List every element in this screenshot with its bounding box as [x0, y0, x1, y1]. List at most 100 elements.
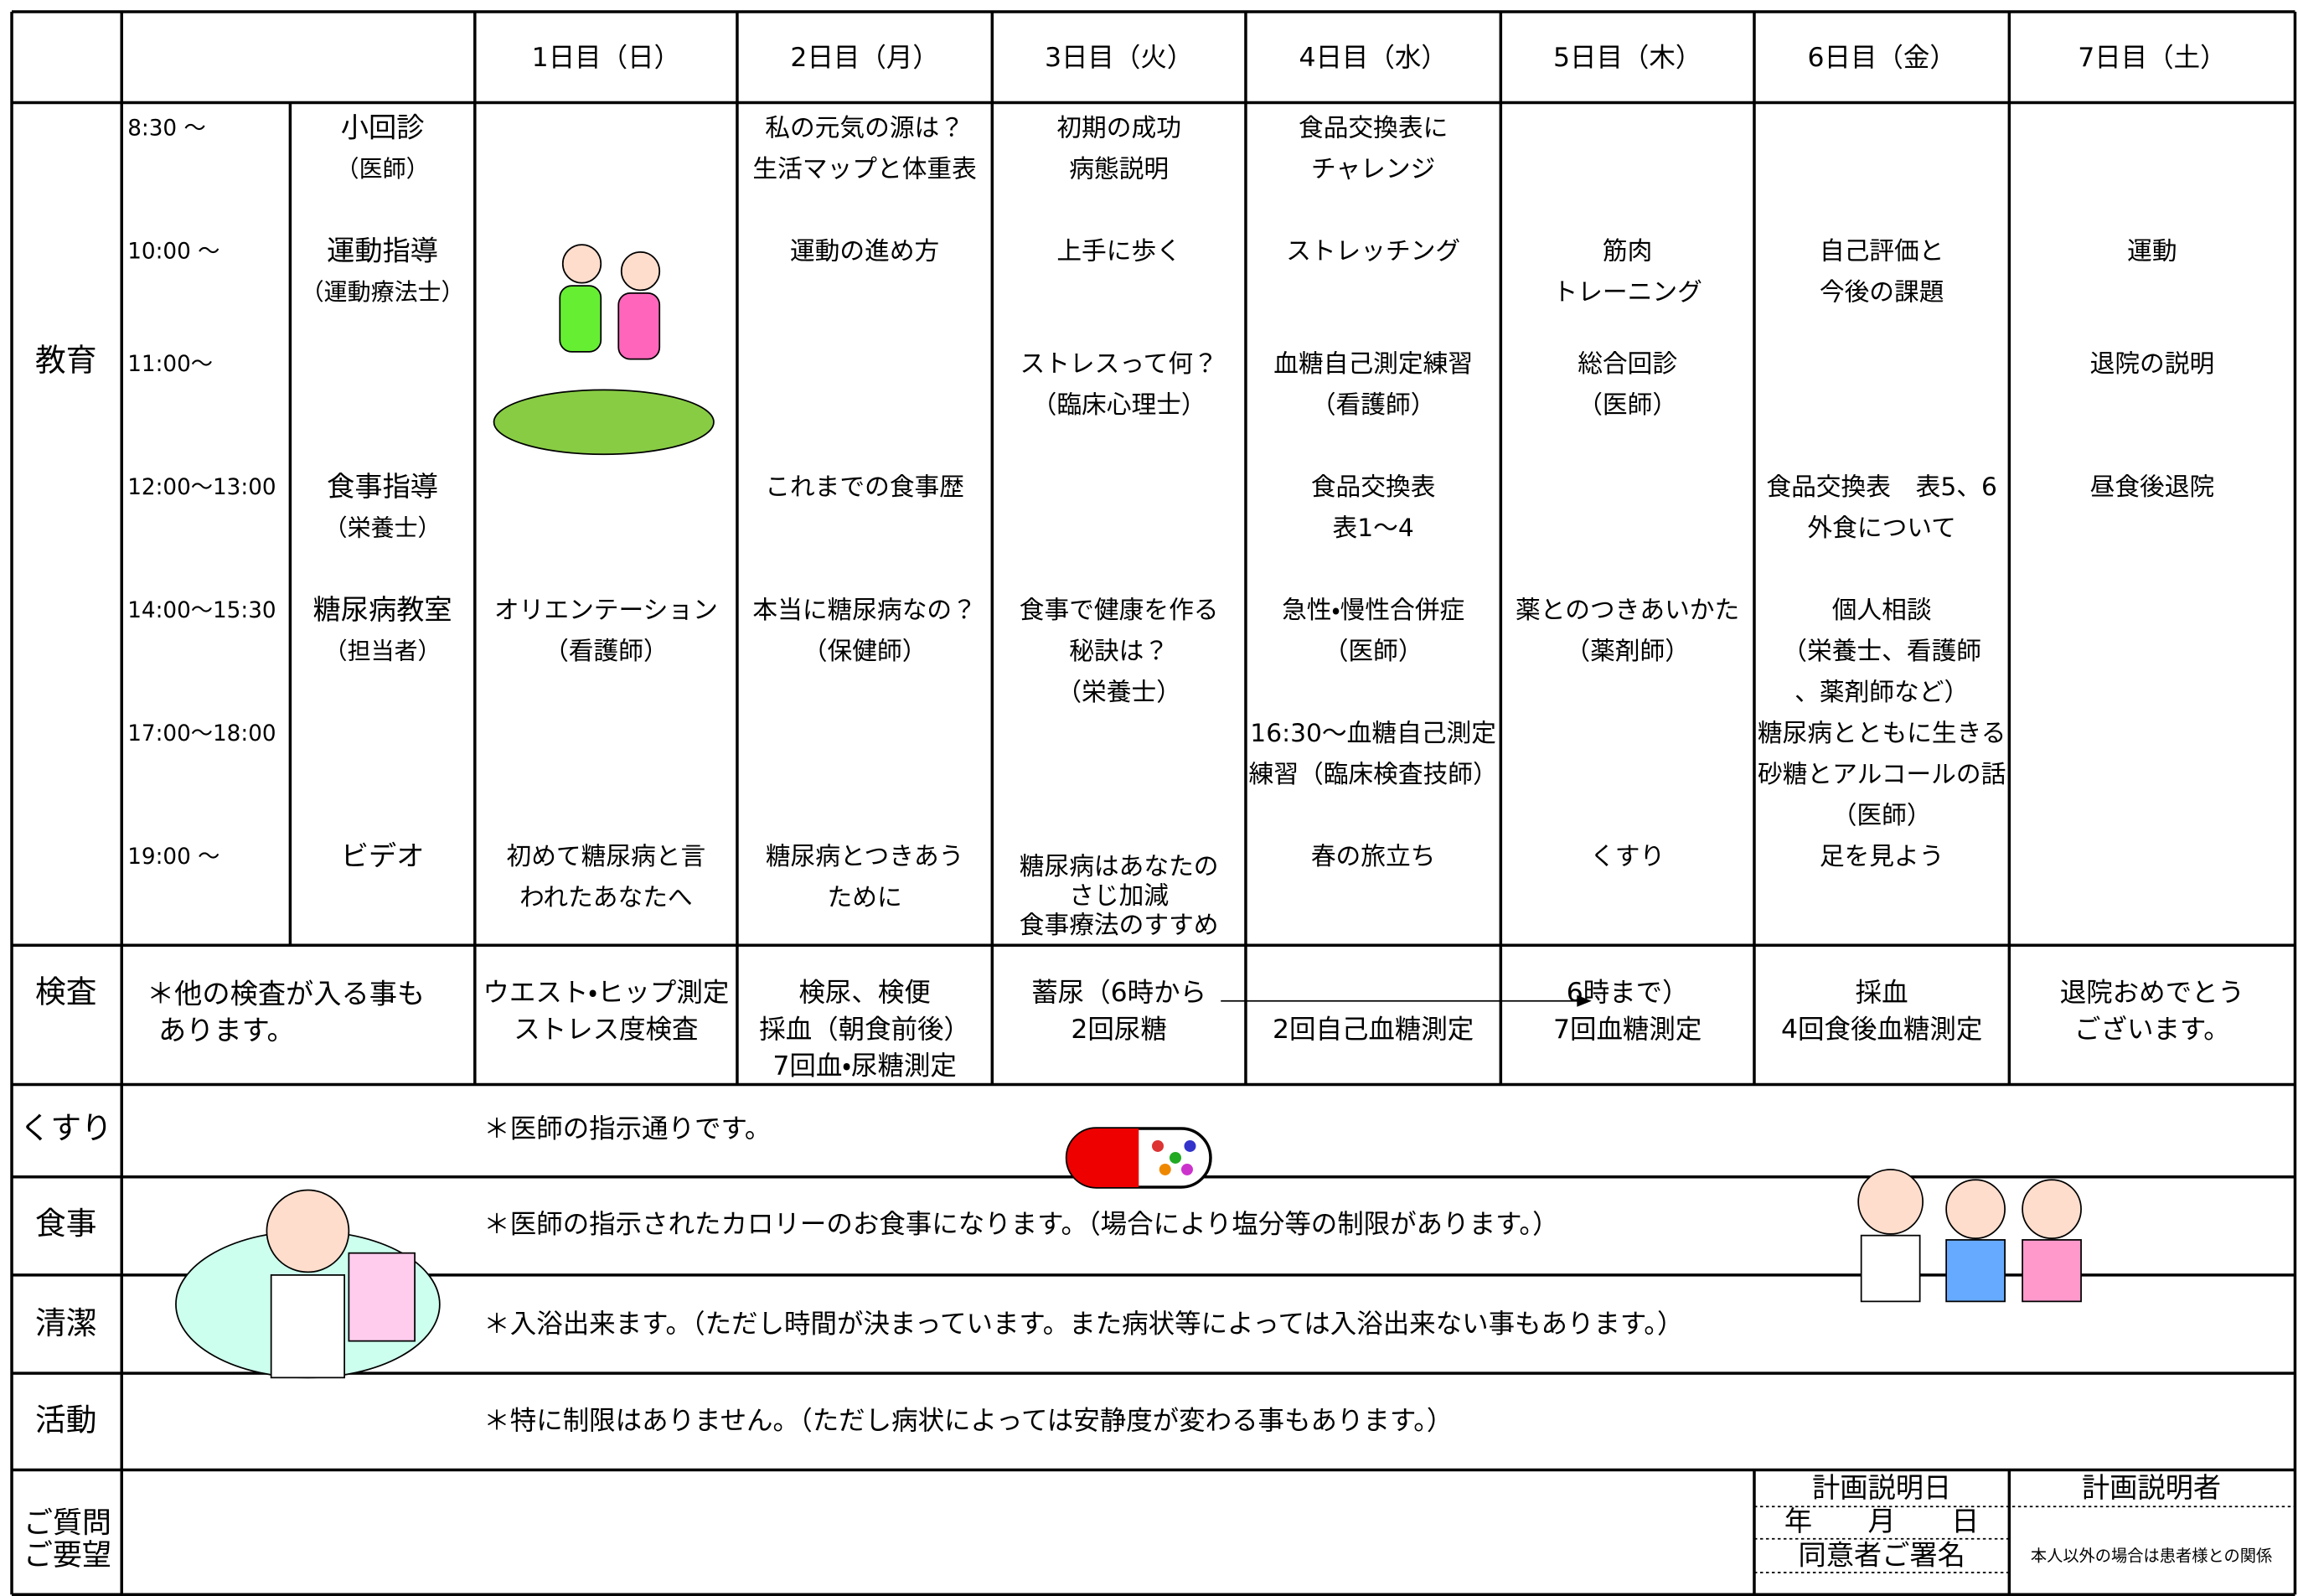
session-text: 血糖自己測定練習: [1273, 349, 1473, 379]
session-text: 砂糖とアルコールの話: [1758, 760, 2006, 789]
session-text: （保健師）: [803, 637, 927, 666]
session-text: トレーニング: [1552, 277, 1702, 307]
session-text: 昼食後退院: [2090, 473, 2215, 502]
session-text: 糖尿病とつきあう: [766, 842, 964, 871]
session-text: （栄養士、看護師: [1782, 637, 1981, 666]
footer-field: 同意者ご署名: [1798, 1538, 1965, 1571]
session-text: 初期の成功: [1056, 113, 1181, 142]
row-text: ＊入浴出来ます。（ただし時間が決まっています。また病状等によっては入浴出来ない事…: [483, 1309, 1683, 1339]
test-text: 蓄尿（6時から: [1031, 978, 1206, 1008]
day-header: 1日目（日）: [532, 43, 680, 73]
session-text: 運動: [2127, 236, 2177, 266]
session-text: （看護師）: [1311, 390, 1436, 420]
session-text: 私の元気の源は？: [765, 113, 964, 142]
topic: （運動療法士）: [301, 278, 465, 306]
session-text: （医師）: [1578, 390, 1677, 420]
session-text: 表1～4: [1333, 514, 1414, 543]
test-text: 採血（朝食前後）: [759, 1015, 970, 1045]
test-text: 採血: [1856, 978, 1908, 1008]
row-text: ＊医師の指示通りです。: [483, 1114, 771, 1144]
test-text: ウエスト・ヒップ測定: [483, 978, 729, 1008]
session-text: 糖尿病とともに生きる: [1758, 719, 2006, 748]
dietitian-illustration: [175, 1189, 441, 1379]
time-label: 12:00～13:00: [127, 475, 276, 500]
session-text: （看護師）: [544, 637, 669, 666]
topic: ビデオ: [341, 839, 425, 872]
test-text: ストレス度検査: [514, 1015, 698, 1045]
row-label: 教育: [35, 343, 96, 379]
time-label: 8:30 ～: [127, 116, 205, 141]
topic: 運動指導: [327, 234, 438, 266]
topic: （医師）: [336, 155, 430, 183]
test-note: ＊他の検査が入る事も: [147, 977, 425, 1010]
session-text: 糖尿病はあなたの: [1020, 852, 1219, 881]
session-text: 食事で健康を作る: [1020, 596, 1219, 625]
test-text: 検尿、検便: [798, 978, 930, 1008]
staff-illustration: [1857, 1169, 2082, 1303]
session-text: 春の旅立ち: [1311, 842, 1436, 871]
session-text: 急性・慢性合併症: [1282, 596, 1464, 625]
session-text: 練習（臨床検査技師）: [1249, 760, 1498, 789]
test-text: 退院おめでとう: [2060, 978, 2244, 1008]
footer-field: 計画説明者: [2082, 1471, 2221, 1504]
topic: 小回診: [341, 111, 425, 143]
session-text: （臨床心理士）: [1032, 390, 1206, 420]
session-text: 生活マップと体重表: [752, 154, 976, 183]
footer-note: 本人以外の場合は患者様との関係: [2031, 1546, 2272, 1565]
time-label: 14:00～15:30: [127, 598, 276, 623]
session-text: 退院の説明: [2090, 349, 2215, 379]
session-text: 16:30～血糖自己測定: [1250, 719, 1496, 748]
footer-label: ご質問: [23, 1506, 111, 1540]
test-note: あります。: [158, 1014, 295, 1046]
test-text: 6時まで）: [1567, 978, 1689, 1008]
session-text: 上手に歩く: [1056, 236, 1181, 266]
session-text: 筋肉: [1603, 236, 1652, 266]
time-label: 11:00～: [127, 352, 213, 377]
arrow: [1221, 994, 1592, 1007]
row-text: ＊特に制限はありません。（ただし病状によっては安静度が変わる事もあります。）: [483, 1406, 1453, 1436]
session-text: これまでの食事歴: [765, 473, 964, 502]
topic: （担当者）: [324, 637, 442, 664]
session-text: （薬剤師）: [1565, 637, 1690, 666]
session-text: 運動の進め方: [790, 236, 939, 266]
session-text: ストレスって何？: [1020, 349, 1218, 379]
row-label: 活動: [35, 1402, 96, 1438]
session-text: 食品交換表に: [1299, 113, 1448, 142]
session-text: 、薬剤師など）: [1795, 678, 1969, 707]
footer-field: 年 月 日: [1784, 1505, 1980, 1537]
session-text: 食品交換表: [1311, 473, 1436, 502]
day-header: 3日目（火）: [1045, 43, 1193, 73]
session-text: 今後の課題: [1820, 277, 1944, 307]
session-text: 食事療法のすすめ: [1020, 911, 1219, 940]
session-text: （医師）: [1324, 637, 1423, 666]
test-text: 2回尿糖: [1071, 1015, 1166, 1045]
session-text: くすり: [1590, 842, 1665, 871]
row-label: くすり: [20, 1110, 112, 1146]
footer-field: 計画説明日: [1812, 1471, 1951, 1504]
session-text: チャレンジ: [1311, 154, 1435, 183]
test-text: ございます。: [2074, 1015, 2230, 1045]
topic: 糖尿病教室: [313, 593, 452, 626]
session-text: （栄養士）: [1056, 678, 1181, 707]
session-text: 薬とのつきあいかた: [1516, 596, 1739, 625]
topic: （栄養士）: [324, 514, 442, 542]
session-text: 総合回診: [1578, 349, 1677, 379]
session-text: 自己評価と: [1820, 236, 1944, 266]
day-header: 2日目（月）: [790, 43, 938, 73]
time-label: 17:00～18:00: [127, 721, 276, 746]
row-text: ＊医師の指示されたカロリーのお食事になります。（場合により塩分等の制限があります…: [483, 1209, 1558, 1239]
day-header: 6日目（金）: [1807, 43, 1955, 73]
session-text: 初めて糖尿病と言: [507, 842, 706, 871]
row-label: 食事: [35, 1206, 96, 1242]
time-label: 19:00 ～: [127, 844, 219, 870]
walkers-illustration: [493, 244, 715, 456]
row-label: 検査: [35, 974, 96, 1010]
capsule-illustration: [1065, 1127, 1212, 1189]
session-text: ために: [828, 883, 902, 912]
session-text: 個人相談: [1832, 596, 1932, 625]
session-text: 外食について: [1807, 514, 1955, 543]
session-text: ストレッチング: [1286, 236, 1460, 266]
